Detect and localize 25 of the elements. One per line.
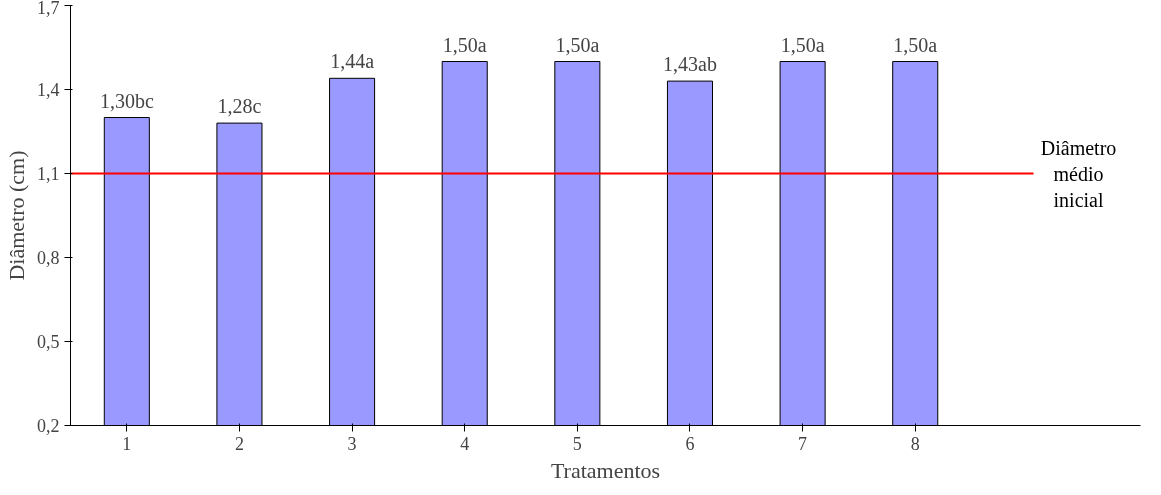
x-tick-label: 2 [234, 433, 244, 454]
data-label: 1,44a [330, 50, 375, 73]
y-tick-label: 0,8 [37, 248, 60, 268]
y-axis-title: Diâmetro (cm) [4, 150, 29, 281]
data-label: 1,30bc [99, 89, 154, 112]
y-tick-label: 1,1 [37, 164, 60, 184]
x-tick-label: 4 [460, 433, 470, 454]
y-tick-label: 0,5 [37, 332, 60, 352]
x-tick-label: 6 [685, 433, 695, 454]
data-label: 1,50a [442, 33, 487, 56]
x-tick-label: 8 [910, 433, 920, 454]
x-tick-label: 5 [572, 433, 582, 454]
y-tick-label: 1,7 [37, 0, 60, 18]
x-axis-title: Tratamentos [550, 457, 661, 483]
data-label: 1,50a [780, 33, 825, 56]
x-tick-label: 1 [122, 433, 132, 454]
ref-line-label: Diâmetro médio inicial [1040, 136, 1117, 211]
data-label: 1,28c [217, 95, 262, 118]
x-tick-label: 3 [347, 433, 357, 454]
data-label: 1,50a [555, 33, 600, 56]
x-tick-label: 7 [798, 433, 808, 454]
y-tick-label: 1,4 [37, 80, 60, 100]
y-tick-label: 0,2 [37, 416, 60, 436]
data-label: 1,50a [893, 33, 938, 56]
data-label: 1,43ab [663, 53, 717, 76]
